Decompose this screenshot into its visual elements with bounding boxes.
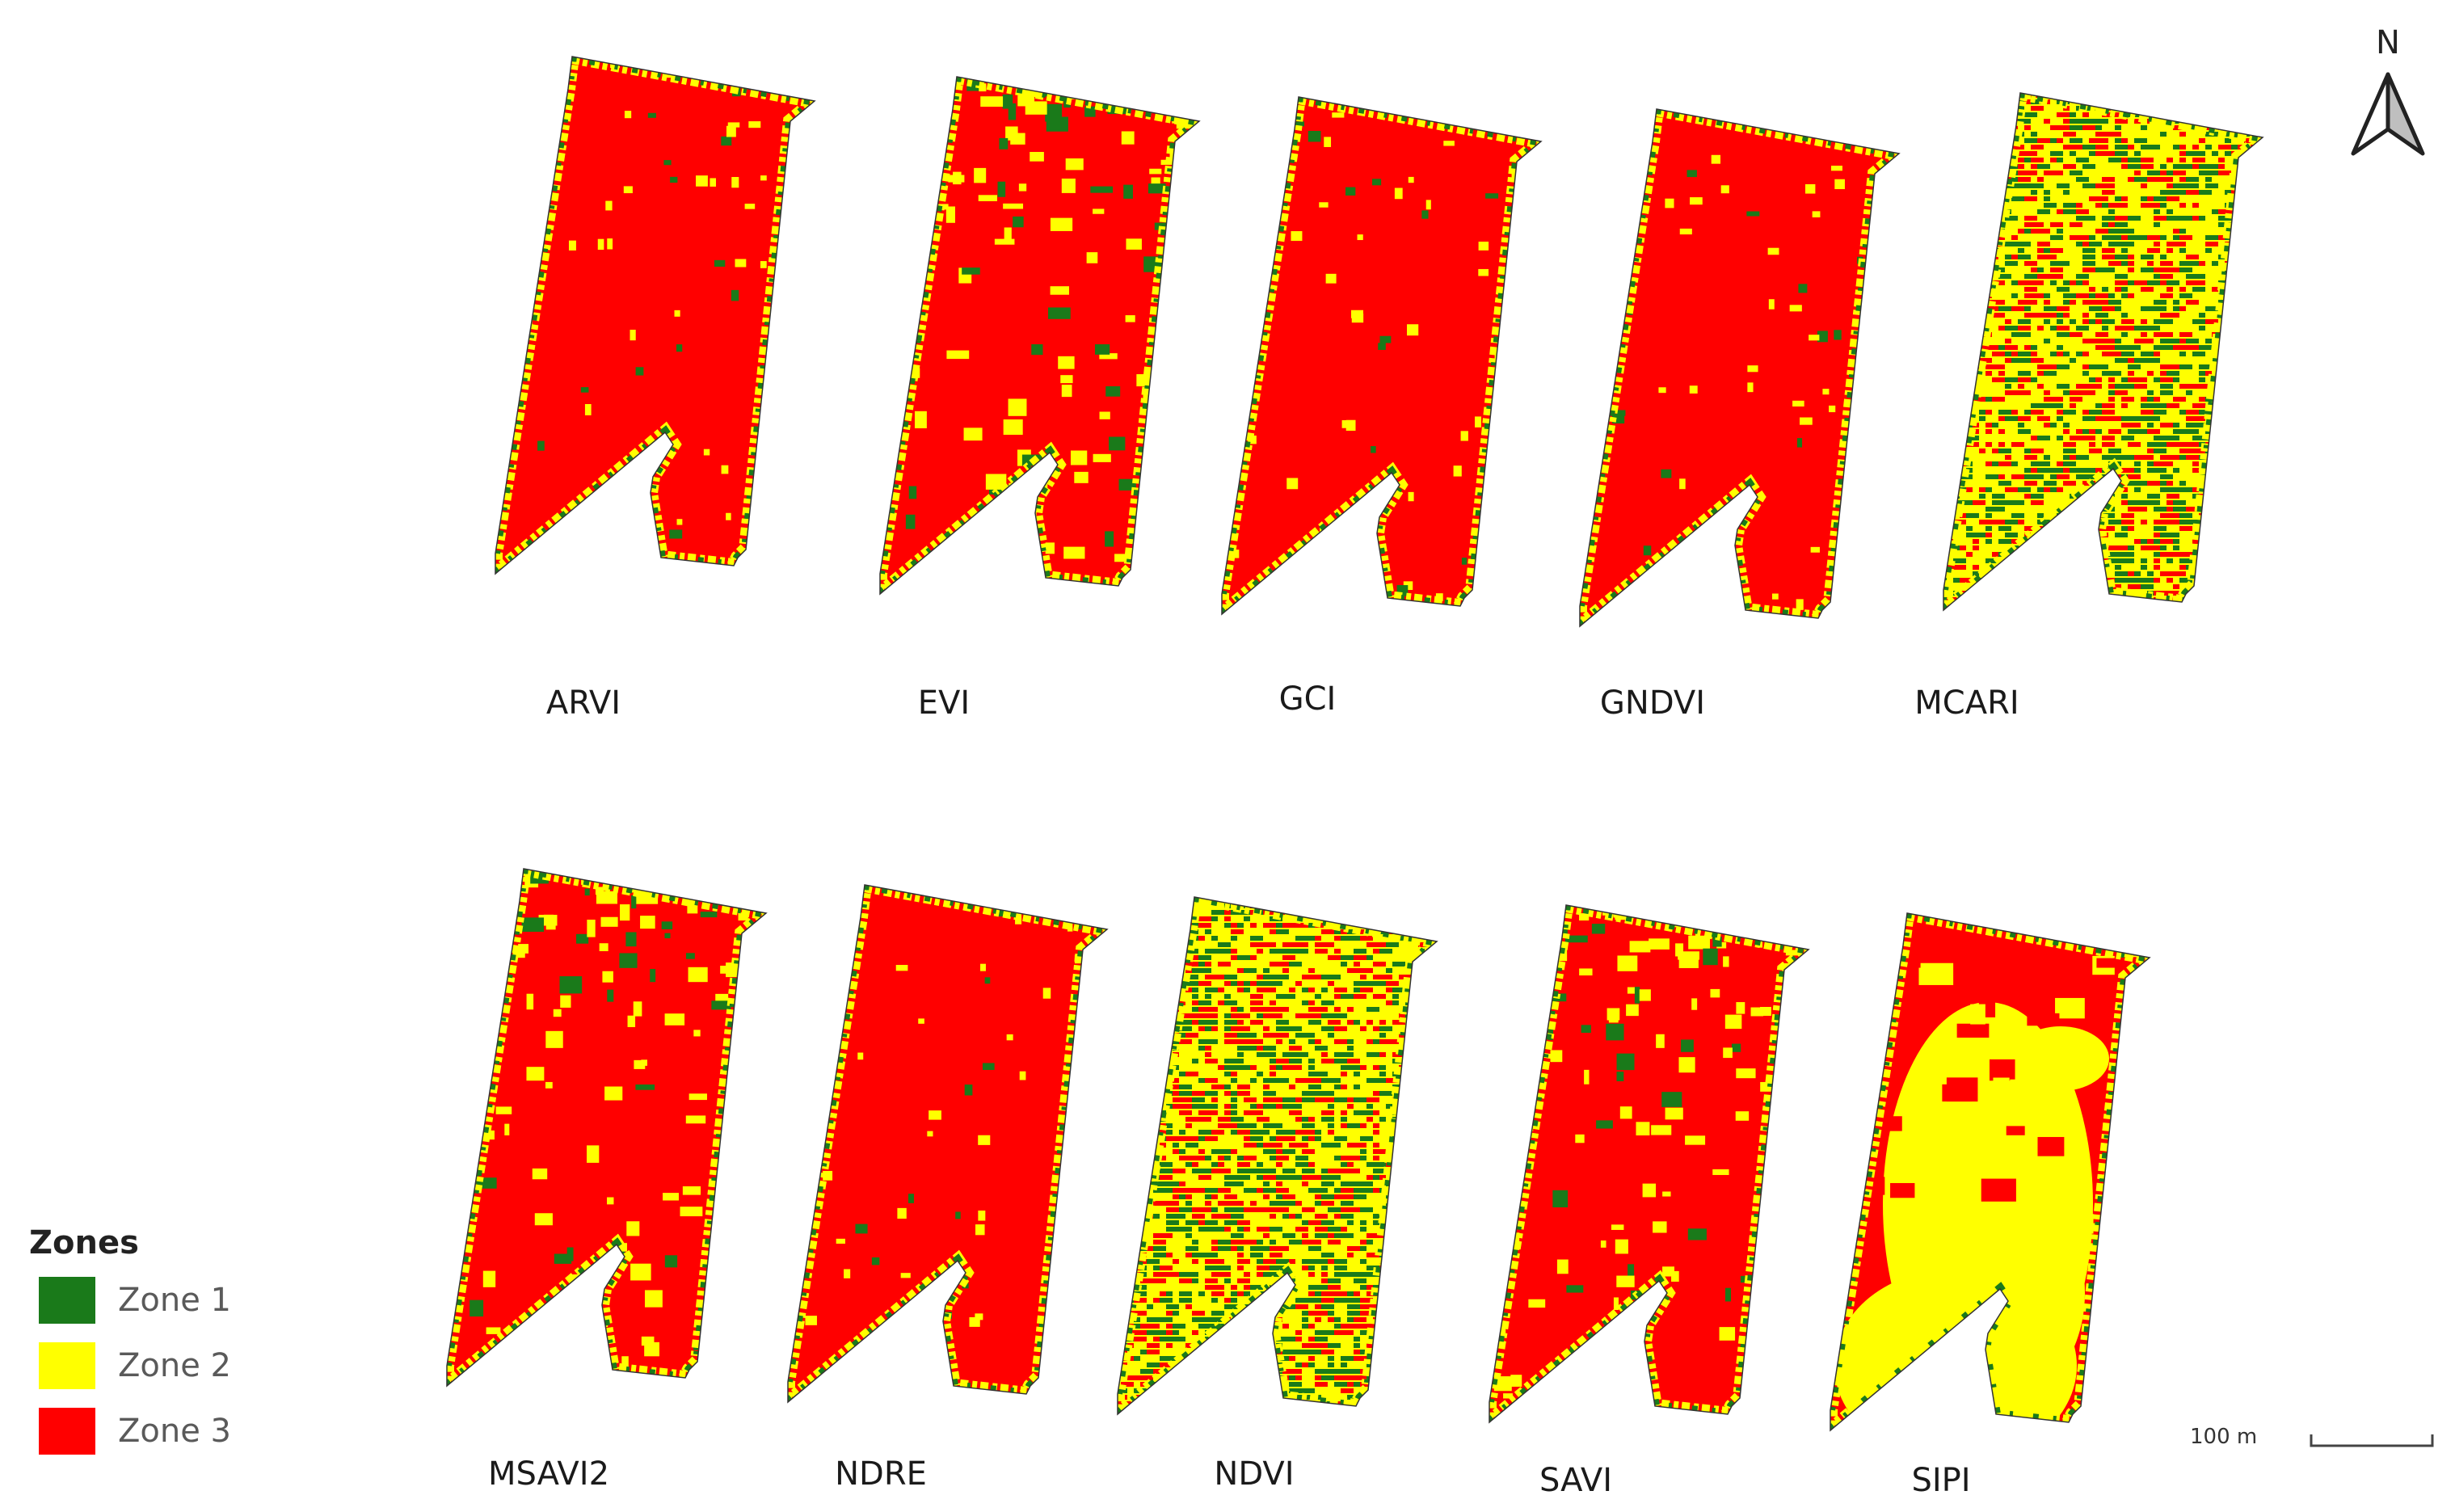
legend: Zones Zone 1 Zone 2 Zone 3 — [29, 1224, 231, 1471]
panel-label-ndre: NDRE — [835, 1455, 927, 1493]
north-arrow: N — [2343, 24, 2432, 162]
legend-swatch — [39, 1408, 95, 1455]
legend-item: Zone 2 — [29, 1340, 231, 1392]
legend-swatch — [39, 1277, 95, 1324]
panel-label-sipi: SIPI — [1911, 1462, 1971, 1499]
panel-label-gci: GCI — [1278, 680, 1337, 718]
north-label: N — [2376, 24, 2400, 61]
scale-bar-line — [2310, 1434, 2434, 1447]
north-arrow-icon — [2351, 72, 2425, 156]
panel-label-arvi: ARVI — [545, 684, 621, 722]
field-panel-ndre — [787, 884, 1109, 1404]
field-panel-ndvi — [1117, 896, 1438, 1416]
field-panel-gci — [1221, 96, 1543, 616]
panel-label-msavi2: MSAVI2 — [487, 1455, 610, 1493]
legend-item: Zone 1 — [29, 1274, 231, 1326]
scale-bar-label: 100 m — [2190, 1425, 2258, 1449]
field-panel-sipi — [1830, 912, 2151, 1432]
legend-label: Zone 3 — [118, 1413, 231, 1450]
scale-bar: 100 m — [2190, 1418, 2449, 1459]
field-panel-msavi2 — [446, 868, 768, 1388]
field-panel-gndvi — [1579, 108, 1901, 628]
legend-item: Zone 3 — [29, 1405, 231, 1457]
field-panel-mcari — [1943, 92, 2264, 612]
panel-label-ndvi: NDVI — [1214, 1455, 1295, 1493]
legend-label: Zone 2 — [118, 1347, 231, 1384]
legend-label: Zone 1 — [118, 1282, 231, 1319]
legend-swatch — [39, 1342, 95, 1389]
field-panel-savi — [1489, 904, 1810, 1424]
panel-label-savi: SAVI — [1539, 1462, 1613, 1499]
field-panel-arvi — [495, 56, 816, 575]
field-panel-evi — [879, 76, 1201, 596]
panel-label-mcari: MCARI — [1914, 684, 2019, 722]
panel-label-gndvi: GNDVI — [1599, 684, 1706, 722]
panel-label-evi: EVI — [917, 684, 971, 722]
legend-title: Zones — [29, 1224, 139, 1261]
